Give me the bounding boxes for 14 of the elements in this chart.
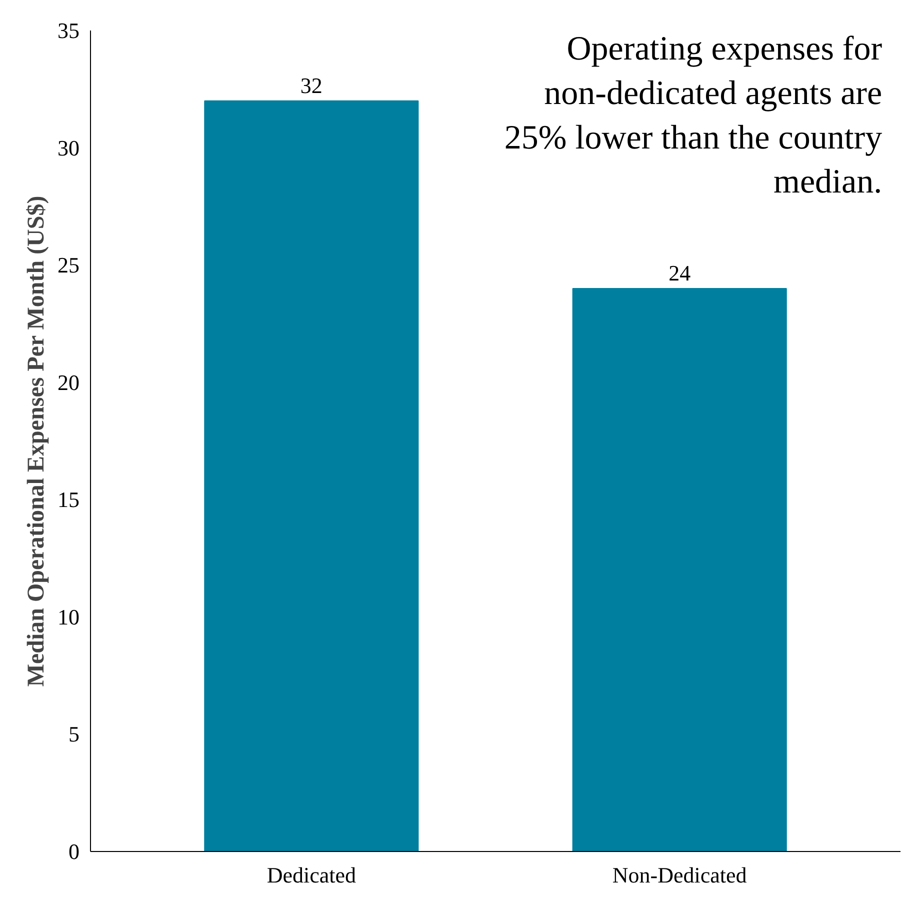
y-tick-label: 30 xyxy=(58,135,80,160)
y-tick-label: 0 xyxy=(68,839,80,864)
y-tick-label: 35 xyxy=(58,18,80,43)
y-axis-title: Median Operational Expenses Per Month (US$) xyxy=(24,196,50,687)
y-tick-label: 5 xyxy=(68,722,80,747)
x-tick-label: Non-Dedicated xyxy=(612,862,747,888)
annotation: Operating expenses for non-dedicated agents are 25% lower than the country median. xyxy=(504,30,883,201)
y-tick-label: 10 xyxy=(58,604,80,630)
y-tick-label: 15 xyxy=(58,487,80,512)
y-tick-label: 20 xyxy=(58,370,80,395)
x-tick-label: Dedicated xyxy=(266,862,356,888)
y-tick-label: 25 xyxy=(58,252,80,278)
data-label: 32 xyxy=(300,72,322,98)
data-label: 24 xyxy=(668,260,691,286)
